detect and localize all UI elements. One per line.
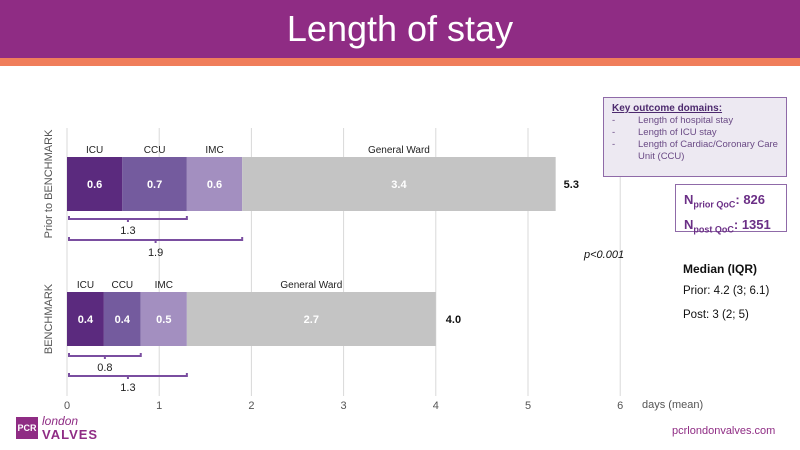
bar-segment-imc: [186, 157, 243, 211]
sample-size-box: Nprior QoC: 826 Npost QoC: 1351: [675, 184, 787, 234]
bar-segment-icu: [67, 292, 104, 346]
total-value-label: 4.0: [446, 314, 461, 326]
median-title: Median (IQR): [683, 262, 757, 276]
segment-value-label: 0.4: [78, 314, 94, 326]
x-tick-label: 0: [64, 400, 70, 412]
median-prior: Prior: 4.2 (3; 6.1): [683, 285, 770, 297]
legend-item-text: Length of hospital stay: [638, 115, 734, 126]
segment-value-label: 0.6: [207, 179, 222, 191]
segment-name-label: IMC: [205, 145, 223, 156]
segment-name-label: General Ward: [280, 280, 342, 291]
bar-segment-ccu: [122, 157, 187, 211]
segment-value-label: 2.7: [304, 314, 319, 326]
header-accent-stripe: [0, 58, 800, 66]
logo-mark: PCR: [16, 417, 38, 439]
x-tick-label: 4: [433, 400, 439, 412]
x-tick-label: 2: [248, 400, 254, 412]
category-label: Prior to BENCHMARK: [43, 129, 55, 238]
segment-value-label: 0.7: [147, 179, 162, 191]
bracket-label: 0.8: [97, 362, 112, 374]
x-tick-label: 6: [617, 400, 623, 412]
legend-dash: -: [612, 115, 616, 126]
x-tick-label: 1: [156, 400, 162, 412]
total-value-label: 5.3: [564, 179, 579, 191]
key-outcome-domains-box: Key outcome domains: - Length of hospital…: [603, 97, 787, 177]
p-value-annotation: p<0.001: [583, 249, 624, 261]
legend-item: - Length of hospital stay: [612, 115, 778, 127]
category-label: BENCHMARK: [43, 283, 55, 354]
bar-segment-ccu: [103, 292, 141, 346]
median-post: Post: 3 (2; 5): [683, 309, 749, 321]
bracket-label: 1.9: [148, 247, 163, 259]
segment-name-label: IMC: [155, 280, 173, 291]
legend-title: Key outcome domains:: [612, 103, 723, 114]
bracket-label: 1.3: [120, 225, 135, 237]
legend-list: - Length of hospital stay - Length of ICU …: [612, 115, 778, 163]
bar-segment-general-ward: [242, 157, 556, 211]
legend-item: - Length of Cardiac/Coronary Care Unit (C…: [612, 139, 778, 163]
segment-value-label: 3.4: [391, 179, 407, 191]
bar-segment-general-ward: [186, 292, 436, 346]
legend-item-text: Length of Cardiac/Coronary Care Unit (CC…: [638, 139, 778, 162]
logo-big-text: VALVES: [42, 427, 99, 442]
segment-name-label: CCU: [144, 145, 166, 156]
x-tick-label: 5: [525, 400, 531, 412]
legend-item: - Length of ICU stay: [612, 127, 778, 139]
segment-value-label: 0.6: [87, 179, 102, 191]
bracket: [68, 237, 244, 241]
bracket: [68, 373, 188, 377]
bracket: [68, 216, 188, 220]
segment-name-label: General Ward: [368, 145, 430, 156]
logo-small-text: london: [42, 414, 79, 428]
segment-value-label: 0.5: [156, 314, 171, 326]
segment-name-label: ICU: [77, 280, 94, 291]
legend-dash: -: [612, 139, 616, 150]
n-prior: Nprior QoC: 826: [684, 192, 766, 210]
x-tick-label: 3: [341, 400, 347, 412]
segment-value-label: 0.4: [115, 314, 131, 326]
legend-dash: -: [612, 127, 616, 138]
bar-segment-icu: [67, 157, 123, 211]
n-post: Npost QoC: 1351: [684, 216, 771, 235]
x-axis-label: days (mean): [642, 399, 703, 411]
segment-name-label: ICU: [86, 145, 103, 156]
header-bar: Length of stay: [0, 0, 800, 58]
bar-segment-imc: [140, 292, 187, 346]
page-title: Length of stay: [286, 8, 514, 49]
bracket-label: 1.3: [120, 382, 135, 394]
website-url: pcrlondonvalves.com: [672, 425, 776, 437]
legend-item-text: Length of ICU stay: [638, 127, 717, 138]
segment-name-label: CCU: [111, 280, 133, 291]
bracket: [68, 353, 142, 357]
